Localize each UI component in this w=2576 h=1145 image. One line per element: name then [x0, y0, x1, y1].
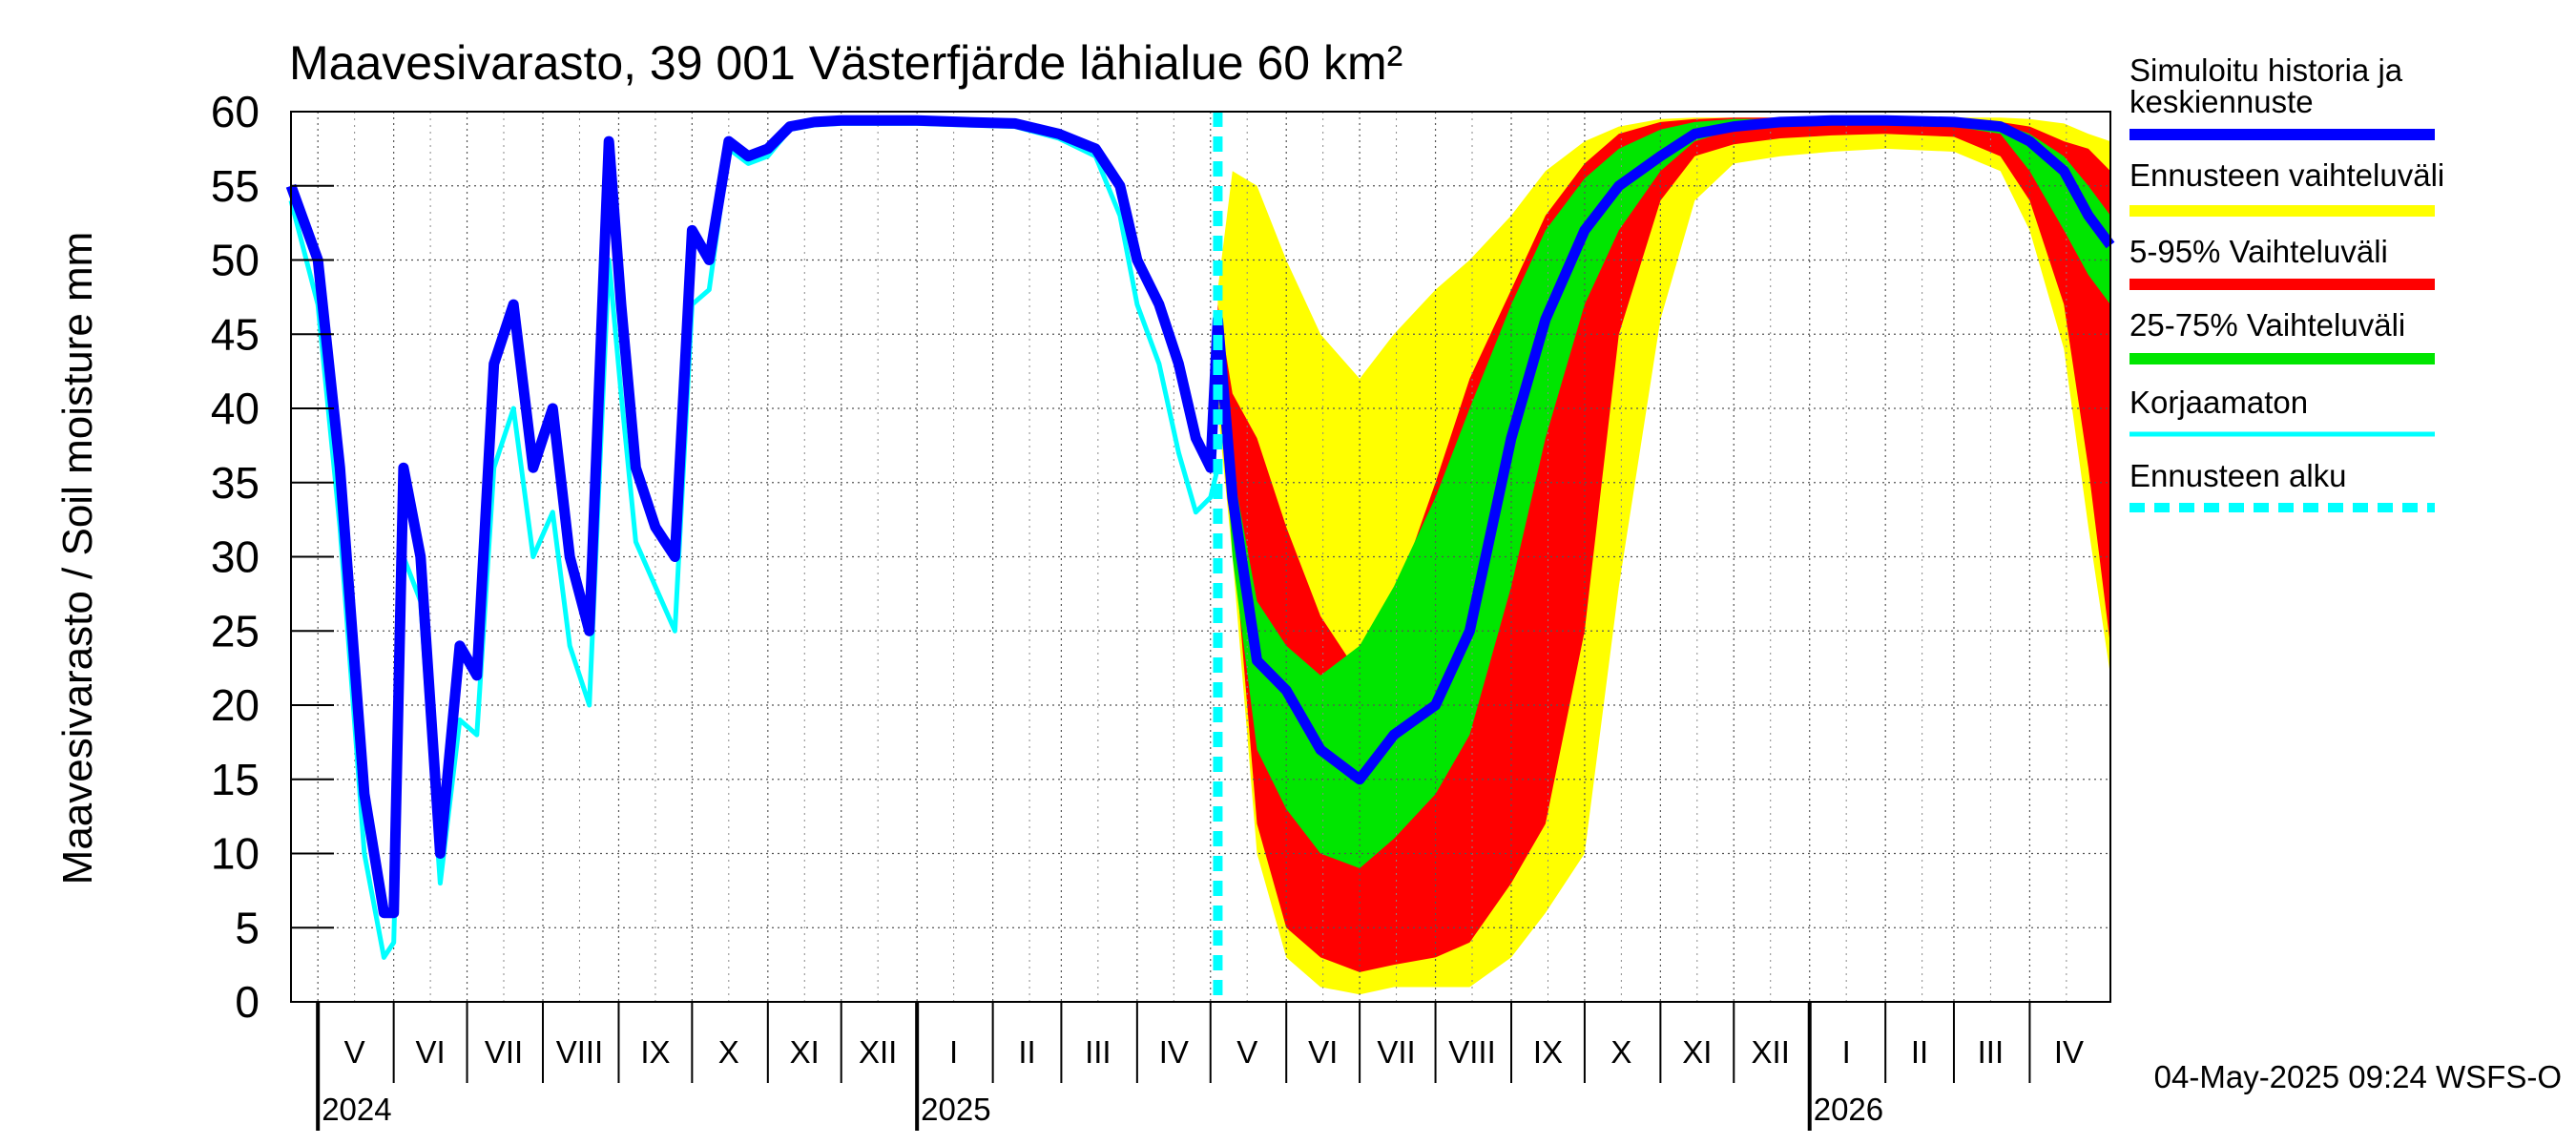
legend-label: Ennusteen vaihteluväli — [2129, 157, 2444, 193]
x-tick-labels: V VI VII VIII IX X XI XII I II III IV V VI VII VIII IX X X… — [322, 1034, 2084, 1127]
x-month-label: XII — [859, 1034, 897, 1070]
chart-title: Maavesivarasto, 39 001 Västerfjärde lähi… — [289, 36, 1402, 90]
y-tick-label: 5 — [235, 903, 260, 952]
legend-label: 5-95% Vaihteluväli — [2129, 234, 2388, 269]
x-month-label: I — [1842, 1034, 1851, 1070]
y-axis-label: Maavesivarasto / Soil moisture mm — [54, 232, 101, 885]
x-month-label: I — [949, 1034, 958, 1070]
y-tick-label: 10 — [211, 829, 260, 879]
x-month-label: XI — [790, 1034, 820, 1070]
y-tick-label: 60 — [211, 87, 260, 136]
x-month-label: VIII — [1448, 1034, 1496, 1070]
y-tick-label: 20 — [211, 680, 260, 730]
x-month-label: VI — [416, 1034, 446, 1070]
x-month-label: II — [1018, 1034, 1035, 1070]
x-month-label: VII — [485, 1034, 523, 1070]
legend-label: 25-75% Vaihteluväli — [2129, 307, 2405, 343]
x-month-label: VII — [1377, 1034, 1415, 1070]
y-tick-labels: 0 5 10 15 20 25 30 35 40 45 50 55 60 — [211, 87, 260, 1027]
legend-label: Simuloitu historia ja — [2129, 52, 2403, 88]
y-tick-label: 25 — [211, 606, 260, 656]
y-tick-label: 30 — [211, 532, 260, 582]
legend-label: Korjaamaton — [2129, 385, 2308, 420]
x-month-label: IV — [2054, 1034, 2084, 1070]
legend-label: keskiennuste — [2129, 84, 2314, 119]
x-month-label: XI — [1682, 1034, 1712, 1070]
legend-label: Ennusteen alku — [2129, 458, 2347, 493]
x-month-label: X — [718, 1034, 739, 1070]
axes — [290, 111, 2111, 1131]
x-month-label: II — [1911, 1034, 1928, 1070]
y-tick-label: 55 — [211, 161, 260, 211]
x-year-label: 2024 — [322, 1092, 391, 1127]
x-month-label: IX — [1533, 1034, 1563, 1070]
timestamp-footer: 04-May-2025 09:24 WSFS-O — [2154, 1059, 2562, 1094]
x-month-label: X — [1610, 1034, 1631, 1070]
x-month-label: XII — [1752, 1034, 1790, 1070]
y-tick-label: 0 — [235, 977, 260, 1027]
y-tick-label: 45 — [211, 309, 260, 359]
grid — [291, 111, 2110, 1003]
x-year-label: 2026 — [1814, 1092, 1883, 1127]
x-month-label: IV — [1159, 1034, 1189, 1070]
x-month-label: III — [1978, 1034, 2005, 1070]
x-month-label: VI — [1308, 1034, 1338, 1070]
x-month-label: IX — [640, 1034, 670, 1070]
x-year-label: 2025 — [921, 1092, 990, 1127]
y-tick-label: 15 — [211, 755, 260, 804]
x-month-label: III — [1085, 1034, 1111, 1070]
y-tick-label: 35 — [211, 458, 260, 508]
y-tick-label: 40 — [211, 384, 260, 433]
x-month-label: V — [344, 1034, 365, 1070]
y-tick-label: 50 — [211, 236, 260, 285]
series-lines — [285, 114, 2115, 960]
x-month-label: VIII — [556, 1034, 604, 1070]
series-line-simulated — [285, 114, 2115, 919]
x-month-label: V — [1236, 1034, 1257, 1070]
